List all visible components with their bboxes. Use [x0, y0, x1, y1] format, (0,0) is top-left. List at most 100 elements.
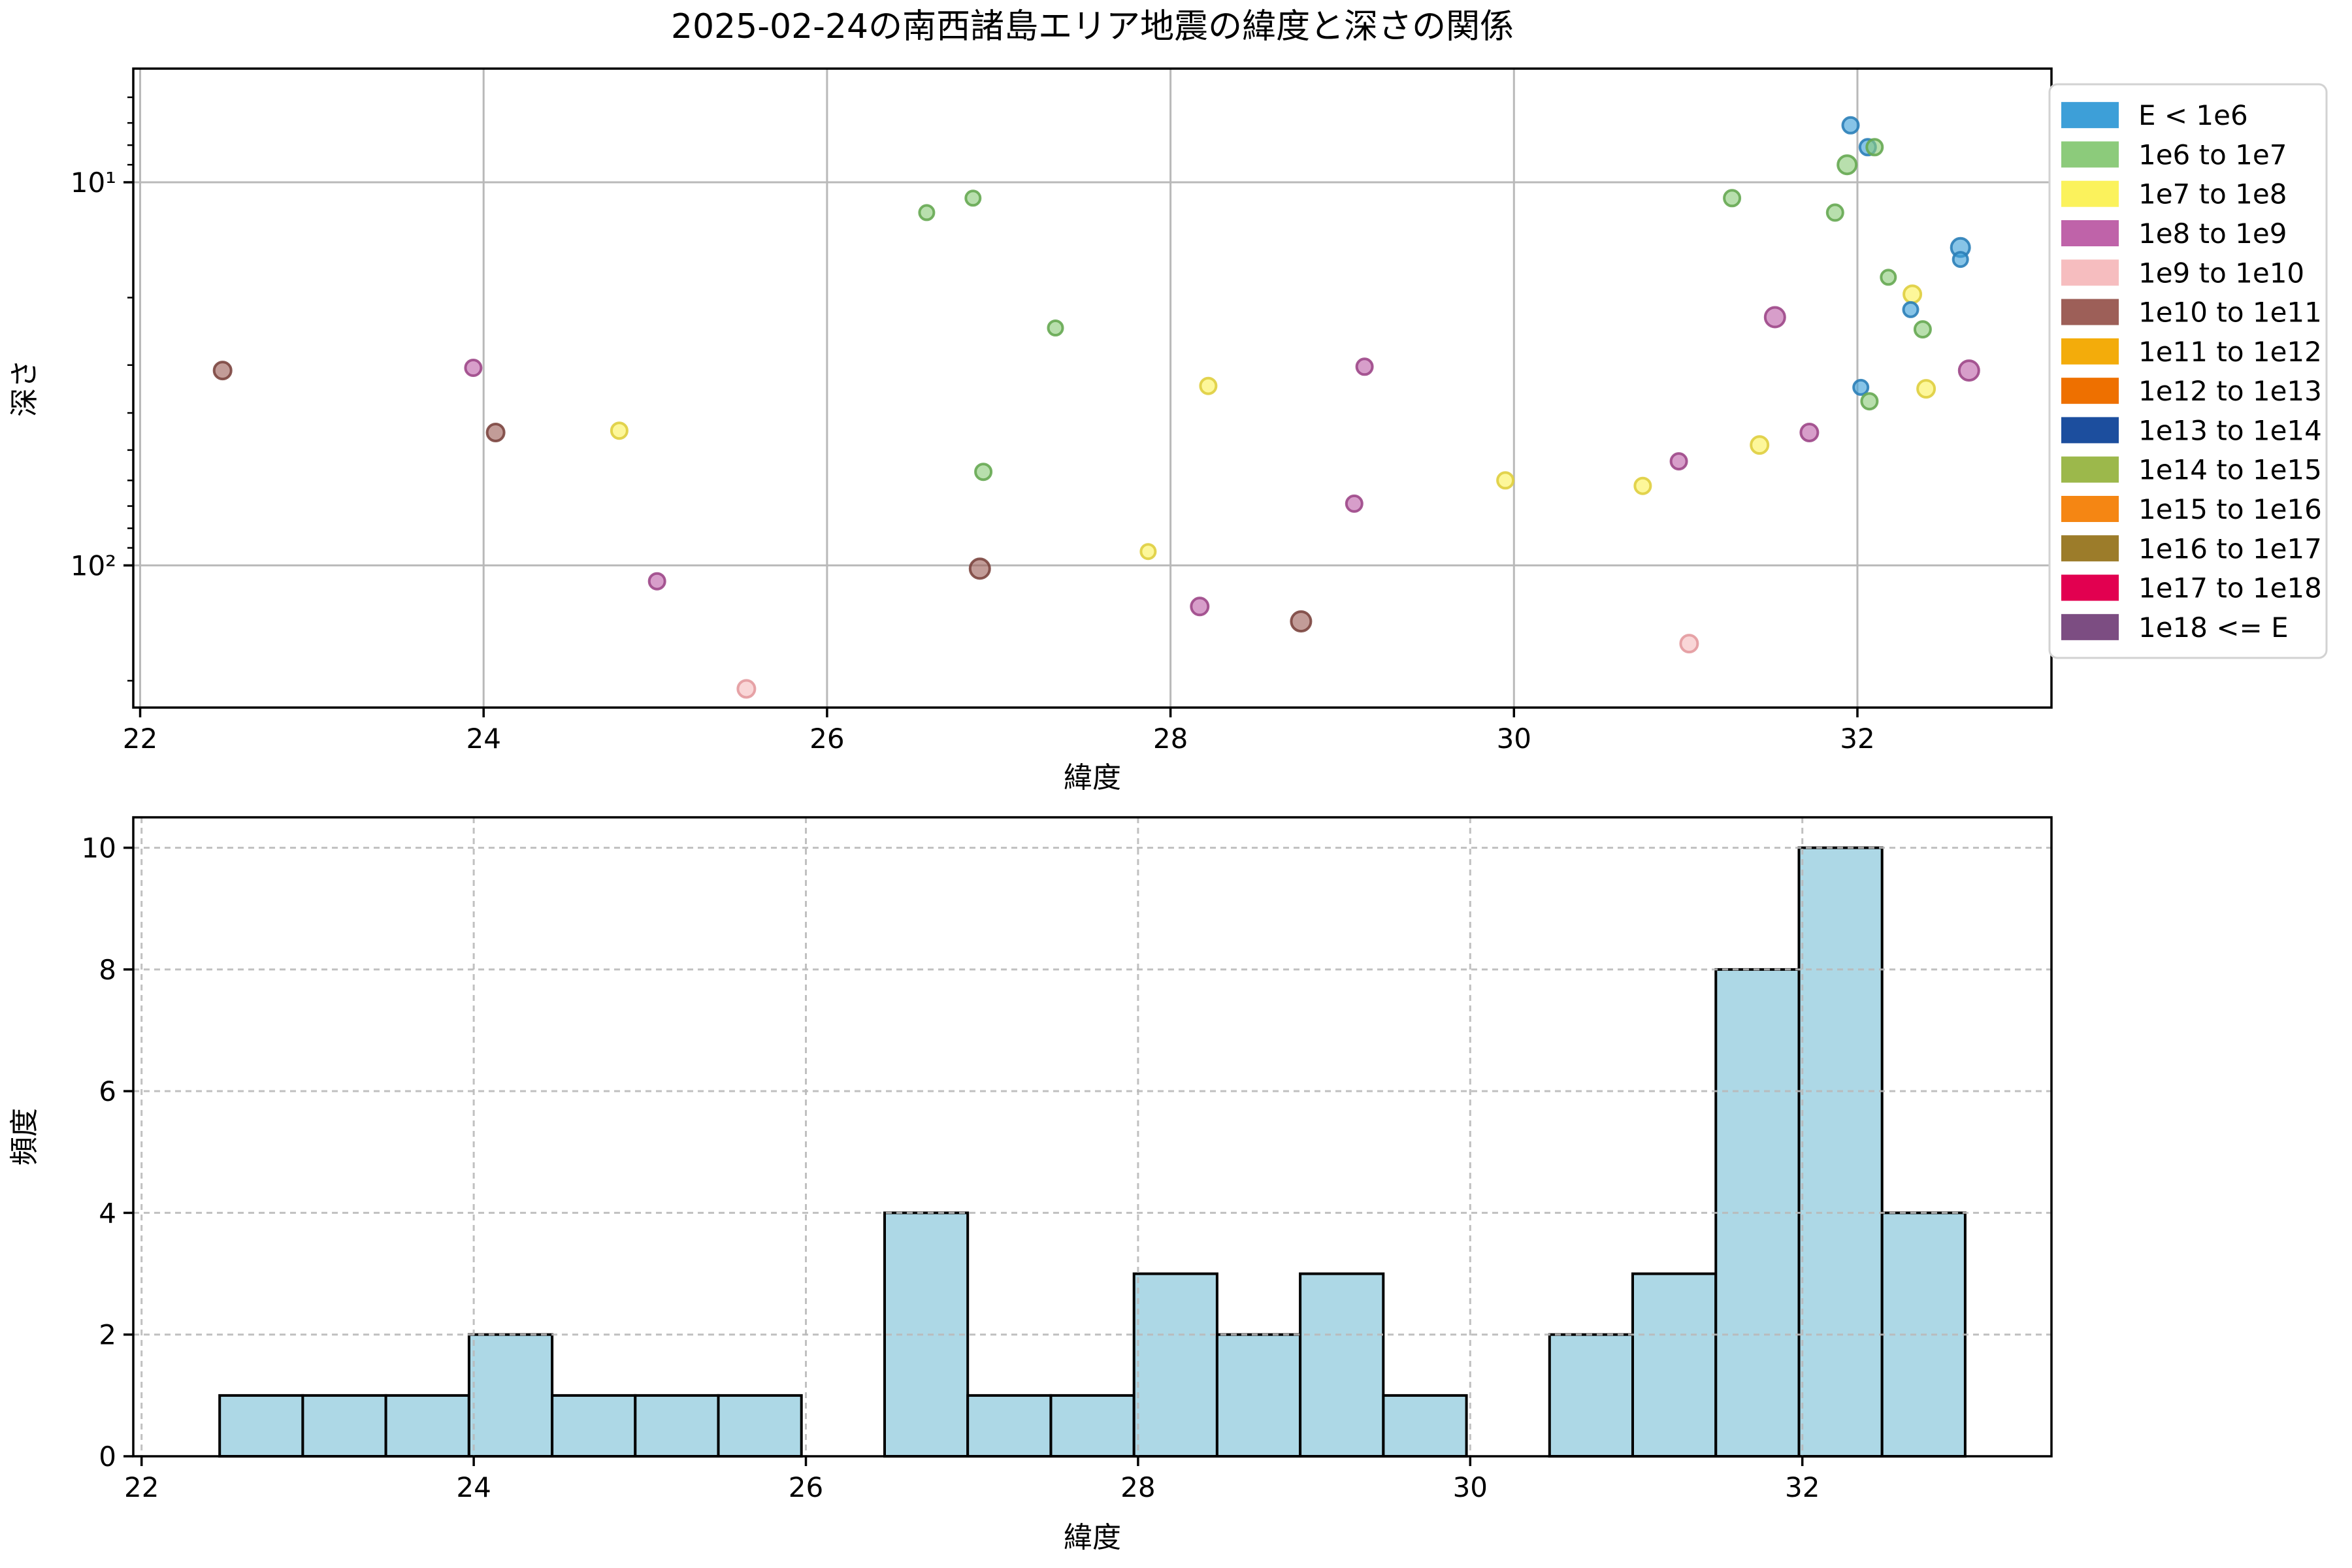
- histogram-bar: [1049, 1394, 1135, 1458]
- legend-swatch: [2061, 299, 2119, 325]
- scatter-point: [1047, 319, 1064, 336]
- legend-label: 1e14 to 1e15: [2138, 454, 2322, 486]
- scatter-point: [1139, 543, 1157, 561]
- histogram-bar: [384, 1394, 470, 1458]
- scatter-point: [964, 189, 982, 207]
- legend-swatch: [2061, 102, 2119, 129]
- scatter-point: [464, 359, 483, 377]
- scatter-point: [1750, 435, 1770, 455]
- legend-swatch: [2061, 613, 2119, 640]
- axes-spines: [132, 816, 2053, 1458]
- scatter-point: [1763, 306, 1786, 329]
- scatter-point: [1825, 203, 1844, 222]
- legend-label: 1e9 to 1e10: [2138, 257, 2304, 289]
- scatter-point: [1852, 378, 1870, 396]
- tick-label: 22: [123, 723, 157, 755]
- legend-label: E < 1e6: [2138, 99, 2248, 131]
- scatter-point: [1903, 284, 1923, 304]
- legend-label: 1e11 to 1e12: [2138, 336, 2322, 368]
- legend-label: 1e13 to 1e14: [2138, 414, 2322, 446]
- tick-label: 24: [466, 723, 500, 755]
- histogram-ylabel: 頻度: [8, 1108, 41, 1166]
- legend-swatch: [2061, 378, 2119, 404]
- histogram-bar: [1215, 1333, 1302, 1458]
- tick-label: 28: [1120, 1471, 1155, 1503]
- legend-swatch: [2061, 535, 2119, 562]
- histogram-bar: [551, 1394, 637, 1458]
- legend-label: 1e7 to 1e8: [2138, 178, 2287, 210]
- histogram-bar: [634, 1394, 720, 1458]
- scatter-ylabel: 深さ: [8, 359, 41, 417]
- scatter-point: [212, 361, 233, 381]
- scatter-point: [1952, 251, 1969, 269]
- legend-label: 1e6 to 1e7: [2138, 139, 2287, 171]
- legend: E < 1e6 1e6 to 1e7 1e7 to 1e8 1e8 to 1e9 1e9…: [2048, 83, 2328, 659]
- legend-label: 1e15 to 1e16: [2138, 493, 2322, 525]
- tick-label: 28: [1153, 723, 1188, 755]
- scatter-point: [1633, 476, 1652, 495]
- scatter-point: [1355, 357, 1374, 376]
- tick-label: 22: [124, 1471, 159, 1503]
- legend-label: 1e8 to 1e9: [2138, 218, 2287, 250]
- tick-label: 24: [456, 1471, 491, 1503]
- histogram-bar: [1299, 1272, 1385, 1458]
- legend-swatch: [2061, 496, 2119, 522]
- legend-swatch: [2061, 180, 2119, 207]
- histogram-bar: [467, 1333, 554, 1458]
- scatter-xlabel: 緯度: [1064, 761, 1121, 794]
- legend-label: 1e16 to 1e17: [2138, 532, 2322, 564]
- scatter-point: [1496, 471, 1515, 490]
- scatter-point: [736, 679, 757, 699]
- scatter-point: [1841, 116, 1860, 135]
- scatter-point: [1916, 379, 1936, 399]
- tick-label: 8: [99, 954, 116, 986]
- legend-swatch: [2061, 259, 2119, 286]
- tick-label: 30: [1453, 1471, 1488, 1503]
- scatter-point: [1902, 301, 1919, 318]
- scatter-point: [1913, 320, 1932, 339]
- scatter-point: [968, 557, 991, 580]
- histogram-bar: [1382, 1394, 1468, 1458]
- histogram-bar: [218, 1394, 304, 1458]
- scatter-point: [1669, 452, 1688, 471]
- histogram-bar: [717, 1394, 803, 1458]
- scatter-point: [1957, 359, 1980, 382]
- scatter-point: [1345, 494, 1364, 513]
- legend-label: 1e12 to 1e13: [2138, 375, 2322, 407]
- scatter-point: [1190, 596, 1210, 617]
- scatter-point: [1723, 189, 1742, 208]
- tick-label: 4: [99, 1197, 116, 1229]
- tick-label: 30: [1497, 723, 1531, 755]
- legend-swatch: [2061, 574, 2119, 601]
- tick-label: 10²: [71, 549, 116, 581]
- scatter-point: [918, 204, 936, 221]
- histogram-bar: [966, 1394, 1053, 1458]
- tick-label: 32: [1840, 723, 1874, 755]
- scatter-point: [1679, 634, 1699, 654]
- scatter-point: [1799, 423, 1820, 442]
- scatter-point: [485, 423, 506, 442]
- legend-label: 1e18 <= E: [2138, 612, 2289, 644]
- legend-label: 1e10 to 1e11: [2138, 297, 2322, 329]
- tick-label: 2: [99, 1319, 116, 1351]
- legend-swatch: [2061, 417, 2119, 444]
- scatter-point: [647, 572, 666, 591]
- scatter-point: [1865, 138, 1884, 157]
- legend-label: 1e17 to 1e18: [2138, 572, 2322, 604]
- figure-title: 2025-02-24の南西諸島エリア地震の緯度と深さの関係: [671, 7, 1514, 46]
- scatter-point: [1837, 154, 1858, 176]
- tick-label: 26: [809, 723, 844, 755]
- tick-label: 10¹: [71, 167, 116, 199]
- scatter-point: [974, 463, 993, 482]
- tick-label: 32: [1785, 1471, 1820, 1503]
- scatter-point: [1290, 610, 1313, 633]
- histogram-bar: [1548, 1333, 1635, 1458]
- scatter-point: [610, 421, 629, 440]
- histogram-bar: [1132, 1272, 1218, 1458]
- histogram-bar: [1797, 846, 1884, 1458]
- legend-swatch: [2061, 220, 2119, 246]
- tick-label: 0: [99, 1441, 116, 1473]
